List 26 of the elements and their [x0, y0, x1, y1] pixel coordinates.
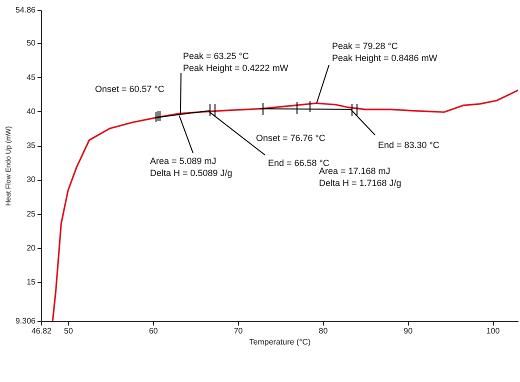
- y-tick-label: 45: [26, 72, 36, 82]
- x-tick-label: 70: [234, 326, 244, 336]
- y-tick-label: 50: [26, 38, 36, 48]
- x-tick-label: 60: [148, 326, 158, 336]
- annotation: Peak = 63.25 °C Peak Height = 0.4222 mW: [183, 51, 289, 73]
- annotation: Area = 5.089 mJ Delta H = 0.5089 J/g: [150, 156, 232, 178]
- x-tick-label: 50: [64, 326, 74, 336]
- y-tick-label: 40: [26, 106, 36, 116]
- annotation: Onset = 76.76 °C: [256, 133, 326, 143]
- x-tick-label: 100: [486, 326, 500, 336]
- x-axis-title: Temperature (°C): [249, 338, 312, 346]
- x-tick-label: 46.82: [31, 326, 52, 336]
- y-tick-label: 20: [26, 243, 36, 252]
- y-tick-label: 9.306: [15, 316, 36, 326]
- annotation: Peak = 79.28 °C Peak Height = 0.8486 mW: [332, 41, 438, 63]
- y-tick-label: 35: [26, 141, 36, 150]
- annotation: Area = 17.168 mJ Delta H = 1.7168 J/g: [319, 166, 402, 188]
- annotation: Onset = 60.57 °C: [95, 84, 165, 94]
- x-tick-label: 80: [318, 326, 328, 336]
- annotation: End = 66.58 °C: [268, 158, 330, 168]
- y-tick-label: 54.86: [15, 6, 36, 14]
- y-tick-label: 15: [26, 278, 36, 287]
- y-tick-label: 25: [26, 209, 36, 218]
- y-tick-label: 30: [26, 175, 36, 184]
- annotation: End = 83.30 °C: [378, 140, 440, 150]
- x-tick-label: 90: [404, 326, 414, 336]
